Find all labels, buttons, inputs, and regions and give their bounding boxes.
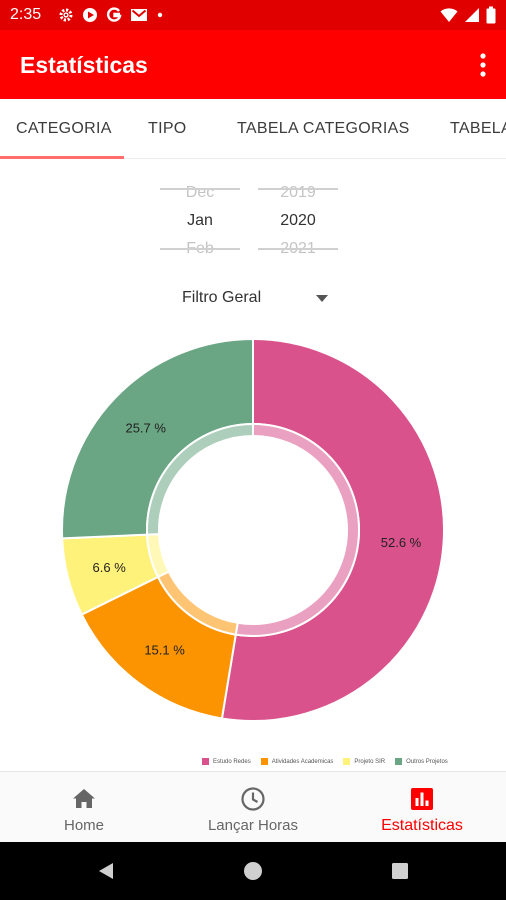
app-bar: Estatísticas: [0, 30, 506, 99]
chart-legend: Estudo Redes Atividades Academicas Projeto…: [202, 758, 448, 765]
system-status-icons: [440, 6, 496, 24]
nav-label: Lançar Horas: [207, 817, 299, 834]
slice-label-outros-projetos: 25.7 %: [125, 420, 166, 435]
tab-bar: CATEGORIA TIPO TABELA CATEGORIAS TABELA: [0, 99, 506, 159]
dropdown-arrow-icon: [316, 295, 328, 302]
gear-icon: [59, 8, 73, 22]
back-icon[interactable]: [96, 861, 116, 881]
wifi-icon: [440, 8, 458, 22]
status-time: 2:35: [10, 6, 42, 23]
filter-selected: Filtro Geral: [182, 289, 262, 306]
notification-icons: [58, 6, 164, 24]
donut-hole: [159, 436, 347, 624]
tab-tabela[interactable]: TABELA: [450, 120, 506, 137]
bar-chart-icon: [411, 788, 433, 810]
legend-item: Projeto SIR: [343, 758, 385, 765]
home-icon: [73, 789, 95, 808]
legend-swatch: [202, 758, 209, 765]
tab-tipo[interactable]: TIPO: [148, 120, 187, 137]
legend-label: Estudo Redes: [213, 758, 251, 765]
year-selected[interactable]: 2020: [280, 212, 316, 229]
dot-icon: [157, 12, 163, 18]
tab-categoria[interactable]: CATEGORIA: [16, 120, 112, 137]
recents-icon[interactable]: [390, 861, 410, 881]
legend-label: Projeto SIR: [354, 758, 386, 765]
gmail-icon: [131, 9, 147, 21]
system-nav-bar: [0, 842, 506, 900]
page-title: Estatísticas: [20, 52, 148, 78]
more-vert-icon[interactable]: [478, 52, 488, 78]
battery-icon: [486, 6, 496, 24]
bottom-nav: Home Lançar Horas Estatísticas: [0, 771, 506, 842]
picker-divider: [258, 248, 338, 250]
month-selected[interactable]: Jan: [187, 212, 213, 229]
legend-label: Atividades Academicas: [271, 758, 334, 765]
year-prev[interactable]: 2019: [280, 184, 316, 201]
category-donut-chart: 52.6 % 15.1 % 6.6 % 25.7 %: [61, 337, 445, 722]
legend-swatch: [395, 758, 403, 765]
picker-divider: [258, 188, 338, 190]
picker-divider: [160, 248, 240, 250]
legend-swatch: [260, 758, 268, 765]
month-prev[interactable]: Dec: [185, 184, 215, 201]
nav-estatisticas[interactable]: Estatísticas: [338, 772, 506, 843]
picker-divider: [160, 188, 240, 190]
legend-item: Atividades Academicas: [260, 758, 334, 765]
filter-dropdown[interactable]: Filtro Geral: [182, 287, 332, 311]
slice-label-projeto-sir: 6.6 %: [93, 560, 127, 575]
legend-item: Outros Projetos: [395, 758, 448, 765]
tab-indicator: [0, 156, 124, 159]
slice-label-atividades-academicas: 15.1 %: [144, 642, 185, 657]
slice-label-estudo-redes: 52.6 %: [381, 535, 422, 550]
legend-label: Outros Projetos: [406, 758, 448, 765]
status-bar: 2:35: [0, 0, 506, 30]
clock-icon: [241, 787, 265, 811]
nav-home[interactable]: Home: [0, 772, 168, 843]
year-picker[interactable]: 2019 2020 2021: [258, 178, 338, 268]
home-circle-icon[interactable]: [243, 861, 263, 881]
nav-label: Home: [63, 817, 104, 834]
signal-icon: [465, 8, 479, 22]
legend-swatch: [343, 758, 351, 765]
google-icon: [107, 7, 122, 22]
month-picker[interactable]: Dec Jan Feb: [160, 178, 240, 268]
tab-tabela-categorias[interactable]: TABELA CATEGORIAS: [237, 120, 410, 137]
legend-item: Estudo Redes: [202, 758, 251, 765]
nav-lancar-horas[interactable]: Lançar Horas: [168, 772, 338, 843]
play-icon: [83, 8, 97, 22]
nav-label: Estatísticas: [381, 817, 463, 834]
